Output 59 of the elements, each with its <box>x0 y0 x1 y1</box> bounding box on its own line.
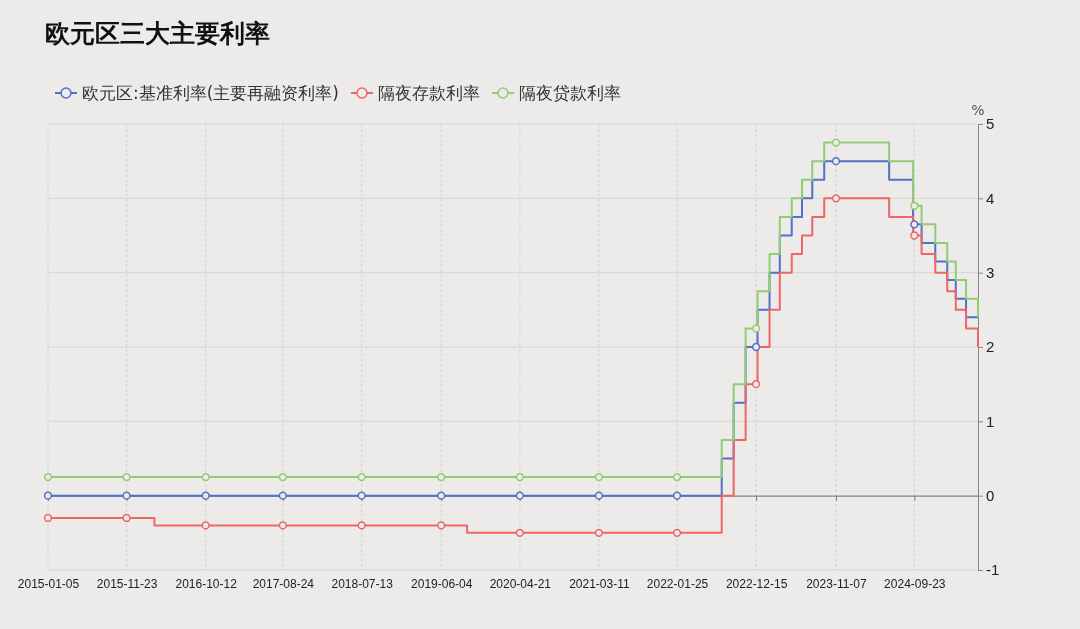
point <box>751 324 761 333</box>
point <box>672 491 682 500</box>
x-tick-label: 2018-07-13 <box>331 576 394 591</box>
legend-label: 欧元区:基准利率(主要再融资利率) <box>82 83 339 103</box>
point <box>751 342 761 352</box>
point <box>278 521 287 530</box>
point <box>357 472 366 482</box>
x-tick-label: 2023-11-07 <box>806 576 868 591</box>
point <box>201 521 210 530</box>
point <box>122 491 131 500</box>
x-tick-label: 2020-04-21 <box>489 576 552 591</box>
point <box>201 491 210 500</box>
point <box>910 231 919 240</box>
point <box>43 513 53 523</box>
y-axis-title: % <box>971 102 985 118</box>
point <box>515 472 524 482</box>
legend-label: 隔夜存款利率 <box>378 83 480 103</box>
x-tick-label: 2019-06-04 <box>411 576 473 591</box>
point <box>201 472 210 482</box>
y-tick-label: 2 <box>986 338 995 356</box>
point <box>437 472 446 482</box>
x-tick-label: 2021-03-11 <box>569 576 630 591</box>
point <box>357 491 366 500</box>
y-tick-label: -1 <box>986 561 1000 579</box>
x-tick-label: 2022-12-15 <box>725 576 788 591</box>
point <box>910 220 919 229</box>
point <box>594 528 604 537</box>
y-tick-label: 5 <box>986 115 995 133</box>
point <box>751 380 761 389</box>
y-tick-label: 1 <box>986 412 995 430</box>
x-tick-label: 2022-01-25 <box>646 576 709 591</box>
point <box>278 491 287 500</box>
point <box>910 201 919 210</box>
y-tick-label: 3 <box>986 263 995 281</box>
point <box>831 138 841 147</box>
point <box>672 472 682 482</box>
y-tick-label: 4 <box>986 189 995 207</box>
point <box>437 521 446 530</box>
point <box>831 194 841 203</box>
point <box>278 472 287 482</box>
point <box>515 528 524 537</box>
point <box>437 491 446 500</box>
point <box>831 157 841 166</box>
x-tick-label: 2024-09-23 <box>884 576 946 591</box>
point <box>357 521 366 530</box>
point <box>122 513 131 523</box>
chart-title: 欧元区三大主要利率 <box>45 19 270 48</box>
x-tick-label: 2015-01-05 <box>17 576 80 591</box>
point <box>122 472 131 482</box>
point <box>43 472 53 482</box>
y-tick-label: 0 <box>986 486 995 504</box>
x-tick-label: 2016-10-12 <box>175 576 238 591</box>
legend-label: 隔夜贷款利率 <box>519 83 621 103</box>
x-tick-label: 2015-11-23 <box>96 576 158 591</box>
point <box>594 491 604 500</box>
point <box>594 472 604 482</box>
point <box>515 491 524 500</box>
x-tick-label: 2017-08-24 <box>252 576 315 591</box>
point <box>672 528 682 537</box>
